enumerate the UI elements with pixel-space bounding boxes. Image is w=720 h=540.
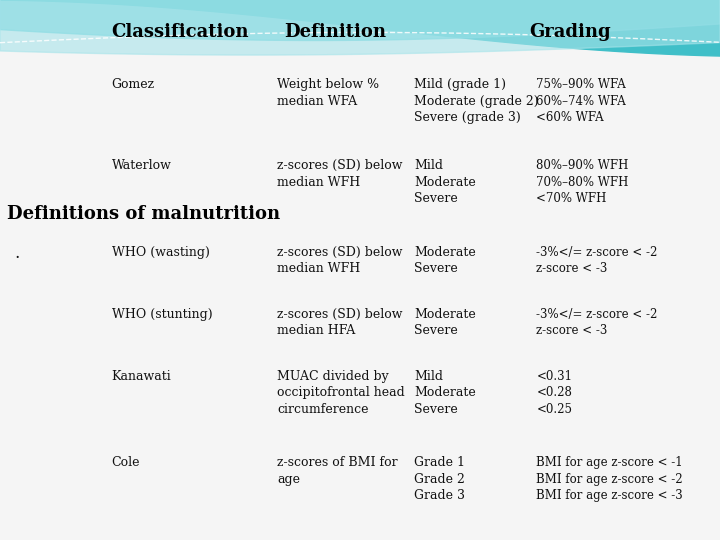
Text: Mild
Moderate
Severe: Mild Moderate Severe [414, 159, 476, 205]
Text: z-scores of BMI for
age: z-scores of BMI for age [277, 456, 398, 486]
Text: MUAC divided by
occipitofrontal head
circumference: MUAC divided by occipitofrontal head cir… [277, 370, 405, 416]
Text: 75%–90% WFA
60%–74% WFA
<60% WFA: 75%–90% WFA 60%–74% WFA <60% WFA [536, 78, 626, 124]
Text: Kanawati: Kanawati [112, 370, 171, 383]
Text: Mild
Moderate
Severe: Mild Moderate Severe [414, 370, 476, 416]
Text: -3%</= z-score < -2
z-score < -3: -3%</= z-score < -2 z-score < -3 [536, 246, 658, 275]
Text: z-scores (SD) below
median WFH: z-scores (SD) below median WFH [277, 246, 402, 275]
Text: Definition: Definition [284, 23, 387, 41]
Text: Moderate
Severe: Moderate Severe [414, 246, 476, 275]
Text: WHO (stunting): WHO (stunting) [112, 308, 212, 321]
Text: 80%–90% WFH
70%–80% WFH
<70% WFH: 80%–90% WFH 70%–80% WFH <70% WFH [536, 159, 629, 205]
Text: z-scores (SD) below
median WFH: z-scores (SD) below median WFH [277, 159, 402, 189]
Text: <0.31
<0.28
<0.25: <0.31 <0.28 <0.25 [536, 370, 572, 416]
Text: Classification: Classification [112, 23, 249, 41]
Text: Gomez: Gomez [112, 78, 155, 91]
Text: -3%</= z-score < -2
z-score < -3: -3%</= z-score < -2 z-score < -3 [536, 308, 658, 338]
Text: BMI for age z-score < -1
BMI for age z-score < -2
BMI for age z-score < -3: BMI for age z-score < -1 BMI for age z-s… [536, 456, 683, 502]
Text: WHO (wasting): WHO (wasting) [112, 246, 210, 259]
Text: Weight below %
median WFA: Weight below % median WFA [277, 78, 379, 108]
Text: Moderate
Severe: Moderate Severe [414, 308, 476, 338]
Text: Grading: Grading [529, 23, 611, 41]
Text: Waterlow: Waterlow [112, 159, 171, 172]
Text: Mild (grade 1)
Moderate (grade 2)
Severe (grade 3): Mild (grade 1) Moderate (grade 2) Severe… [414, 78, 539, 124]
Text: .: . [14, 245, 19, 262]
Text: Cole: Cole [112, 456, 140, 469]
Text: Definitions of malnutrition: Definitions of malnutrition [7, 205, 280, 223]
Text: Grade 1
Grade 2
Grade 3: Grade 1 Grade 2 Grade 3 [414, 456, 465, 502]
Text: z-scores (SD) below
median HFA: z-scores (SD) below median HFA [277, 308, 402, 338]
